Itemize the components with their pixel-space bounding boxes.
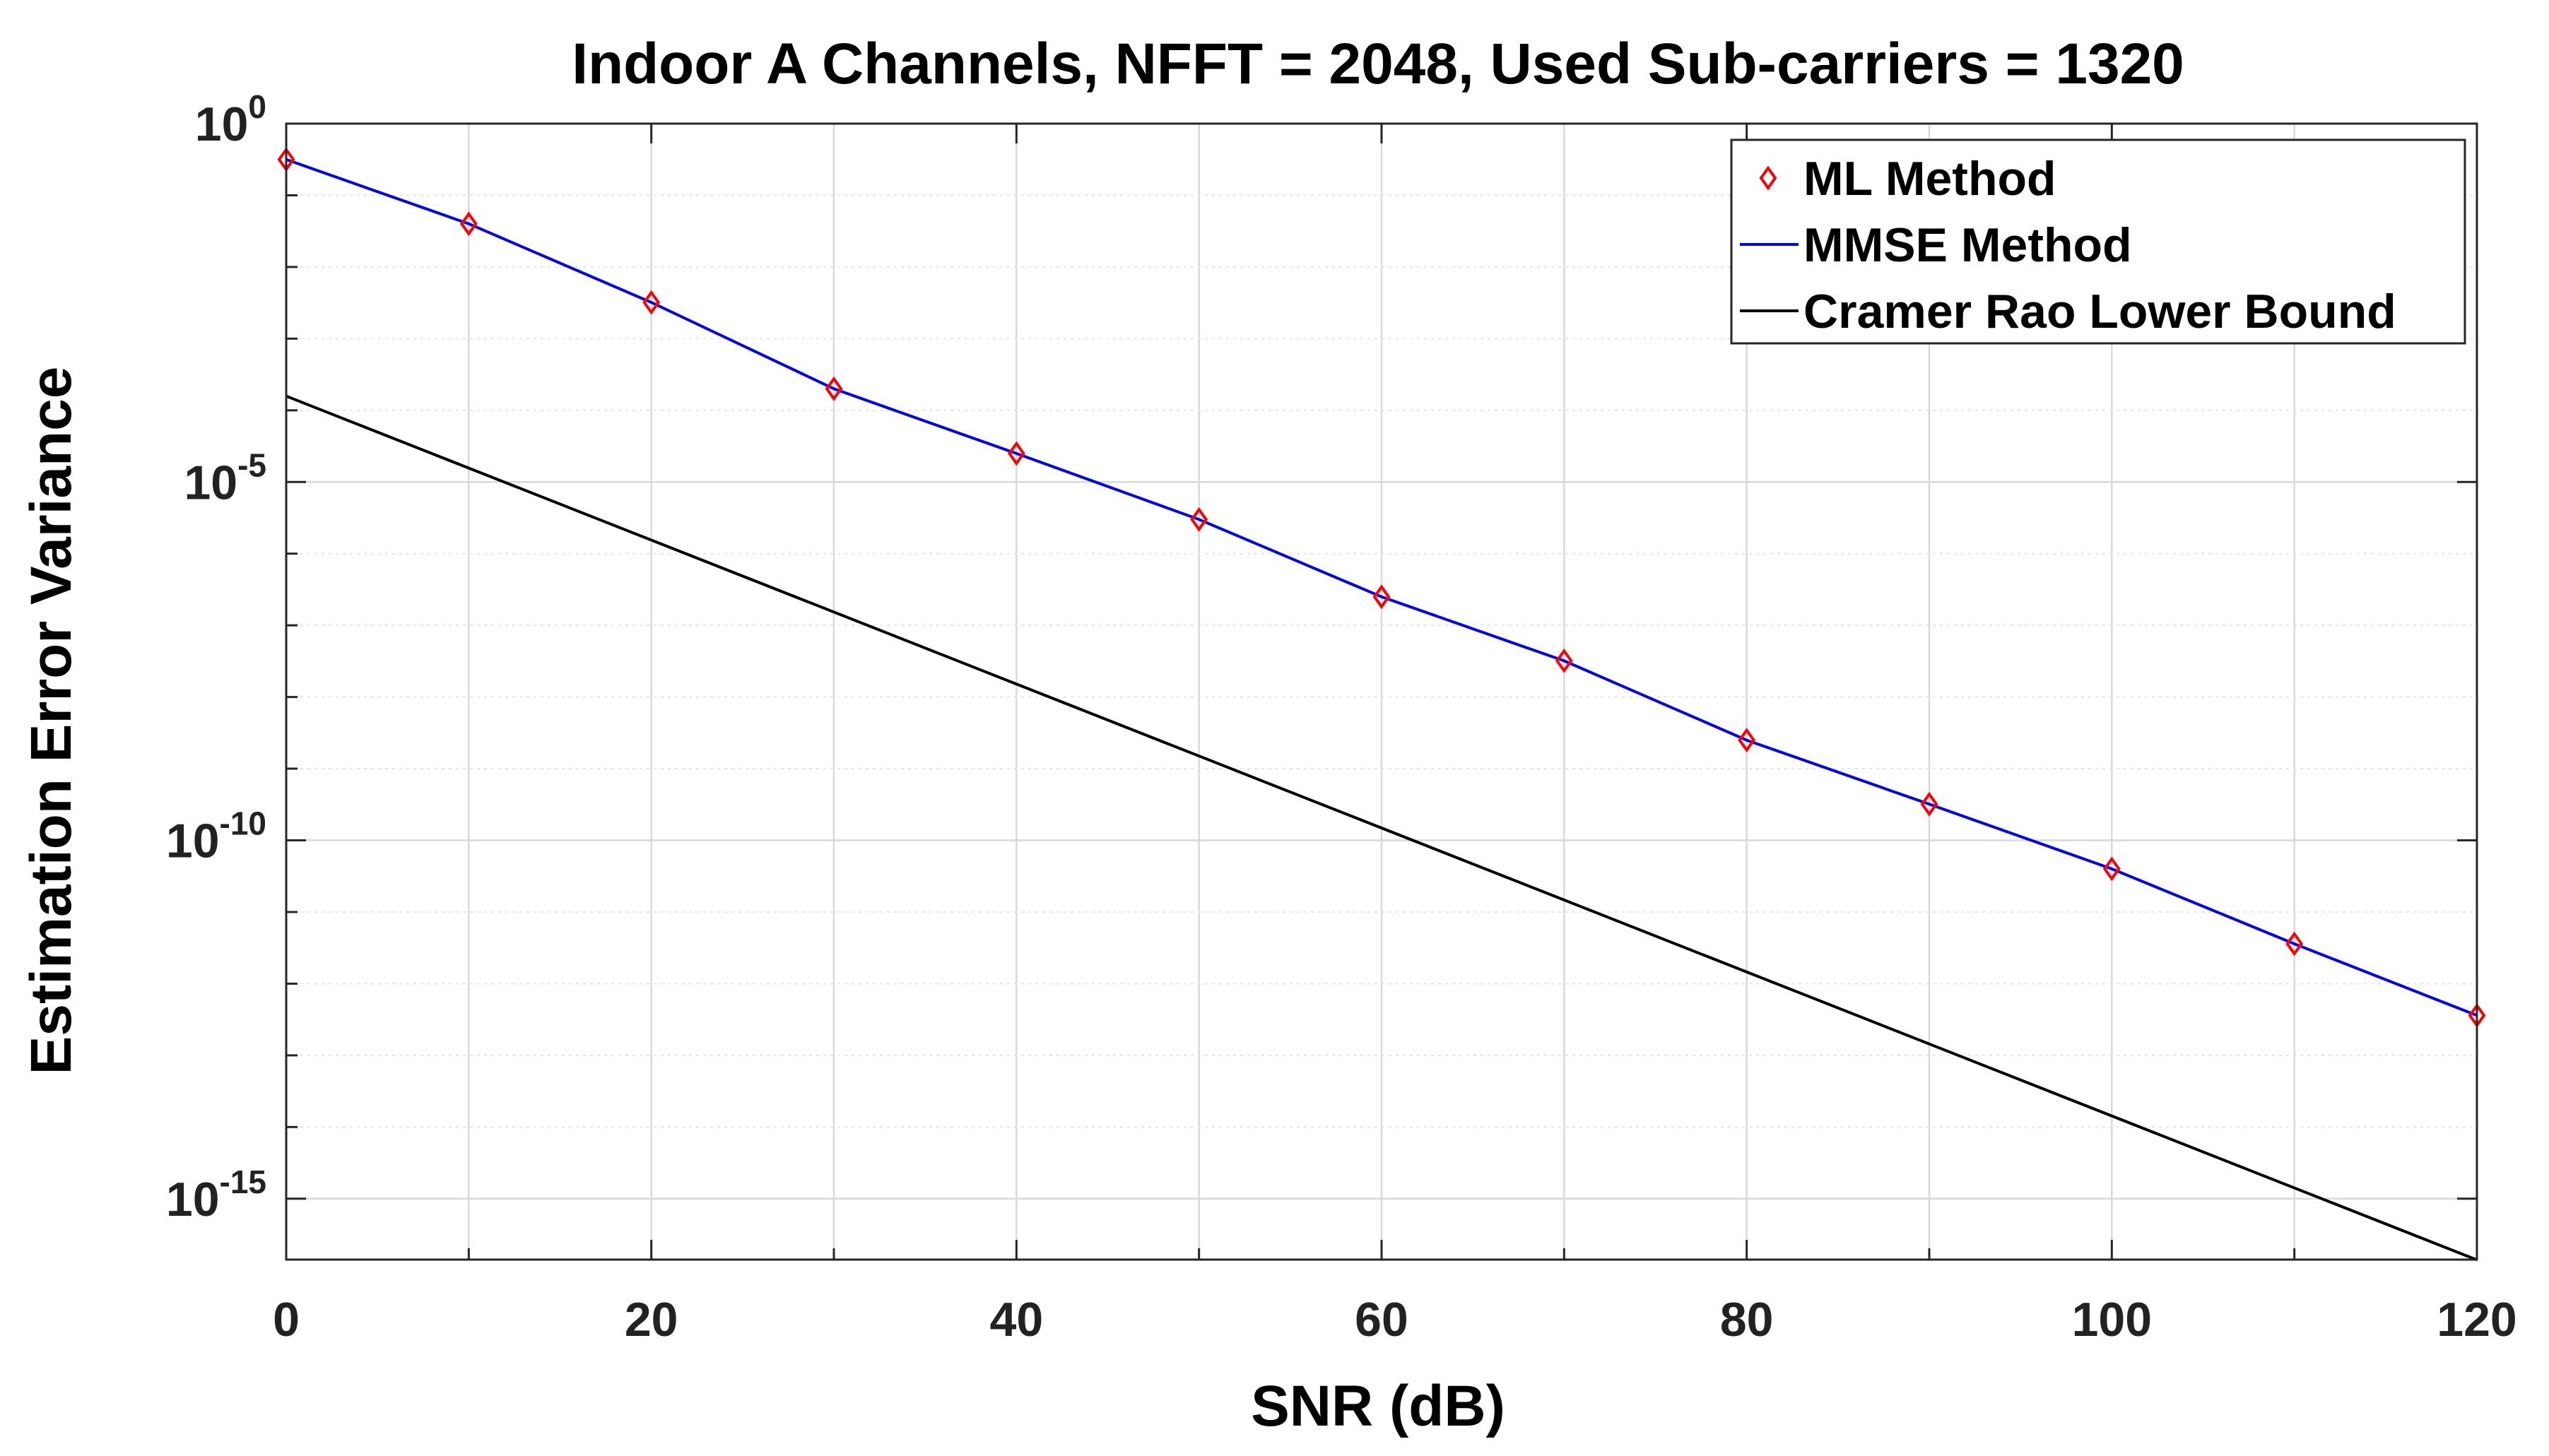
legend-mmse-label: MMSE Method [1803, 218, 2132, 272]
ml-data-point [825, 376, 843, 401]
chart-title: Indoor A Channels, NFFT = 2048, Used Sub… [572, 32, 2184, 96]
ml-data-point [1190, 507, 1208, 532]
ml-data-point [1372, 584, 1391, 610]
y-tick-label: 10-15 [166, 1164, 266, 1226]
x-tick-label: 80 [1720, 1293, 1774, 1346]
legend-ml-marker [1759, 165, 1777, 191]
y-tick-label: 100 [195, 88, 266, 151]
ml-data-point [1738, 728, 1756, 753]
legend-entry-mmse: MMSE Method [1740, 218, 2132, 272]
series-layer [277, 147, 2486, 1262]
ml-data-point [2285, 931, 2304, 957]
y-tick-label: 10-10 [166, 805, 266, 868]
ml-data-point [642, 290, 661, 315]
legend-crlb-label: Cramer Rao Lower Bound [1803, 285, 2396, 338]
ml-data-point [459, 211, 478, 237]
y-axis-label: Estimation Error Variance [19, 367, 83, 1075]
x-tick-label: 20 [625, 1293, 678, 1346]
ml-data-point [1007, 441, 1025, 466]
x-tick-label: 100 [2072, 1293, 2152, 1346]
x-tick-label: 60 [1355, 1293, 1408, 1346]
ml-data-point [1555, 648, 1573, 673]
legend-ml-label: ML Method [1803, 152, 2056, 206]
series-line-cramer-rao-lower-bound [285, 394, 2478, 1262]
ml-data-point [1920, 791, 1938, 817]
x-tick-label: 0 [273, 1293, 300, 1346]
legend-entry-crlb: Cramer Rao Lower Bound [1740, 285, 2396, 338]
legend-entry-ml: ML Method [1759, 152, 2056, 206]
legend: ML Method MMSE Method Cramer Rao Lower B… [1730, 138, 2466, 345]
ml-data-point [2102, 856, 2121, 882]
x-axis-label: SNR (dB) [1251, 1374, 1505, 1438]
x-tick-label: 120 [2437, 1293, 2516, 1346]
y-tick-label: 10-5 [184, 446, 266, 509]
x-tick-label: 40 [990, 1293, 1044, 1346]
axis-ticks: 0 20 40 60 80 100 120 100 10-5 10-10 10-15 [166, 88, 2517, 1346]
series-line-mmse-method [285, 158, 2478, 1017]
legend-box [1730, 138, 2466, 345]
